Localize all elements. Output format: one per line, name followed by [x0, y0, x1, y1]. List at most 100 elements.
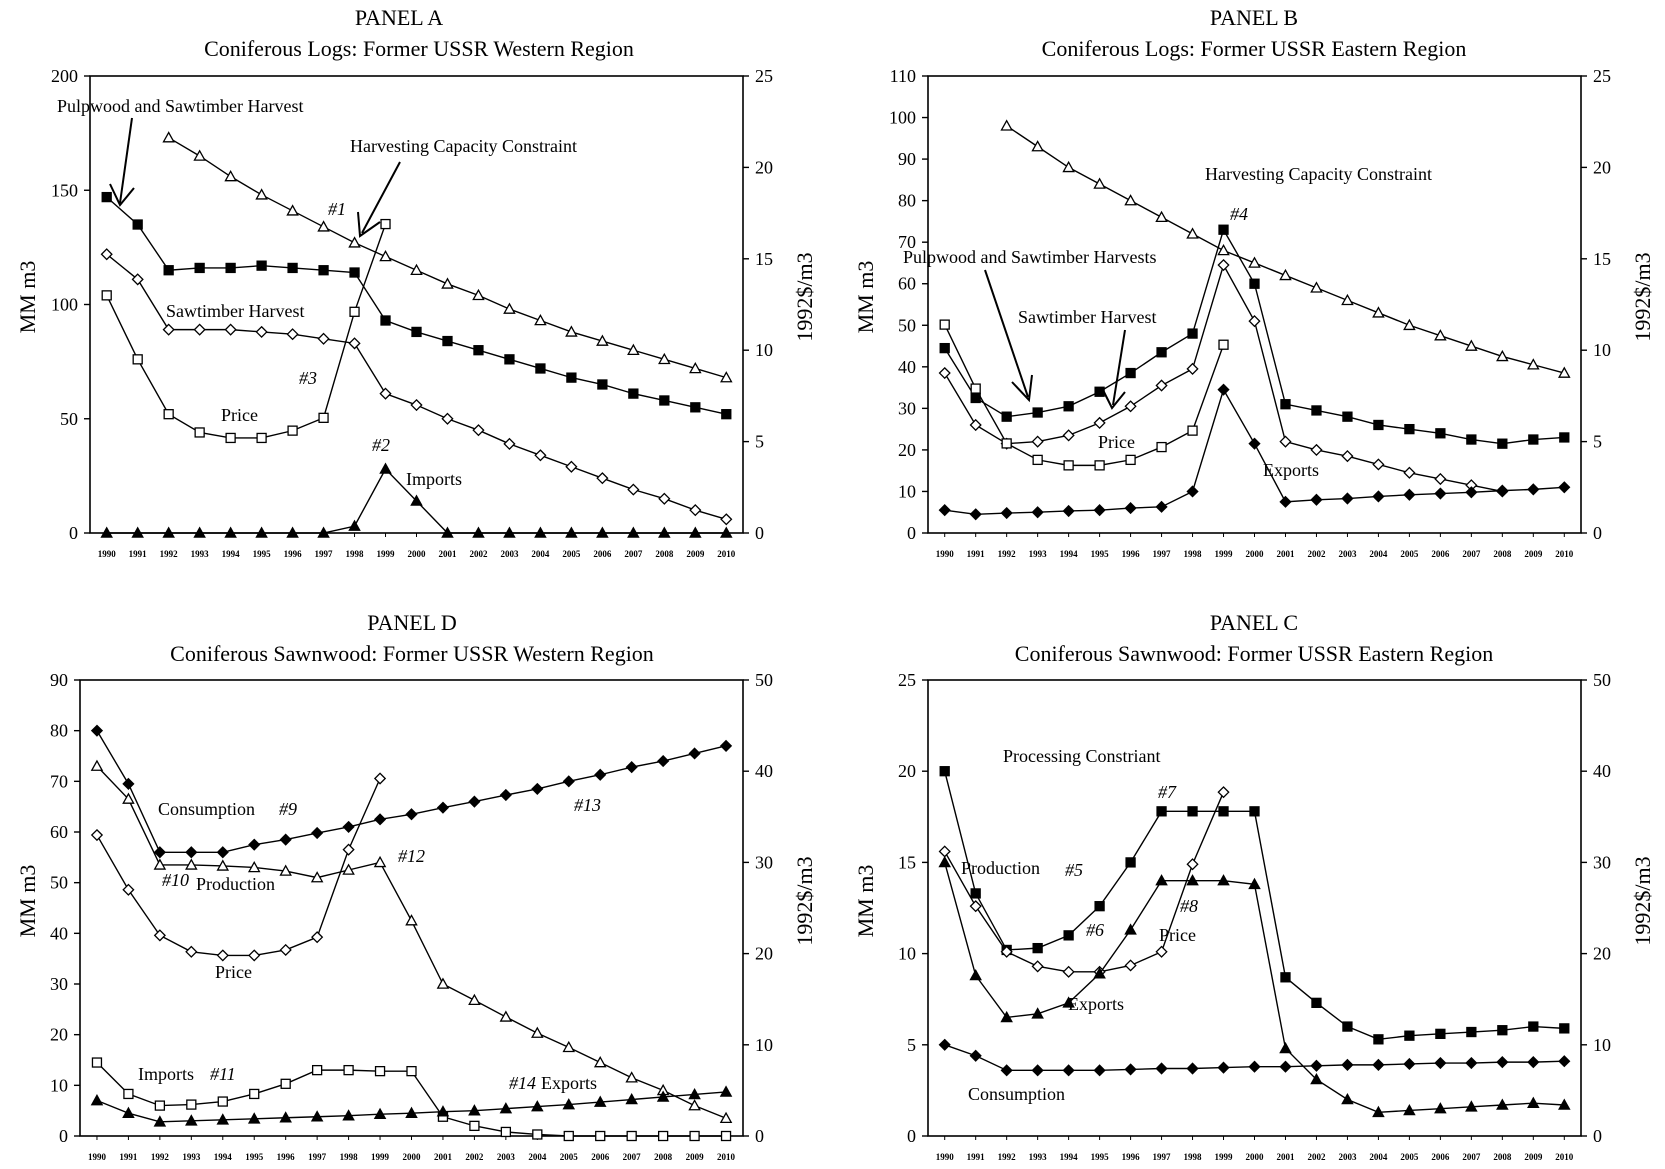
data-point — [1558, 481, 1571, 494]
data-point — [1094, 901, 1105, 912]
data-point — [970, 888, 981, 899]
x-tick-label: 2004 — [1369, 549, 1388, 559]
x-tick-label: 1995 — [245, 1152, 264, 1162]
data-point — [720, 1130, 732, 1142]
data-point — [193, 323, 206, 336]
x-tick-label: 2008 — [654, 1152, 673, 1162]
annotation-consumption: Consumption — [158, 799, 255, 819]
data-point — [596, 472, 609, 485]
panel-c-y2-axis-label: 1992$/m3 — [1630, 856, 1655, 945]
data-point — [531, 1026, 544, 1038]
y2-tick-label: 10 — [755, 340, 773, 360]
data-point — [342, 1109, 355, 1121]
data-point — [100, 248, 113, 261]
data-point — [472, 526, 485, 538]
data-point — [1372, 306, 1385, 318]
x-tick-label: 1990 — [98, 549, 117, 559]
x-tick-label: 1992 — [160, 549, 179, 559]
y-tick-label: 0 — [69, 523, 78, 543]
series-0 — [1000, 119, 1571, 378]
data-point — [1558, 366, 1571, 378]
x-tick-label: 2002 — [1307, 1152, 1326, 1162]
data-point — [186, 1099, 197, 1110]
panel-b: PANEL B Coniferous Logs: Former USSR Eas… — [853, 5, 1655, 559]
data-point — [441, 526, 454, 538]
y2-tick-label: 15 — [755, 249, 773, 269]
panel-d-plot-area: 0 10 20 30 40 50 60 70 80 90 0 10 20 30 40 50 1990 1991 19… — [50, 670, 773, 1162]
data-point — [1124, 194, 1137, 206]
data-point — [154, 1100, 166, 1111]
data-point — [153, 858, 167, 870]
data-point — [563, 1130, 574, 1142]
series-line — [944, 263, 1503, 493]
data-point — [625, 761, 638, 774]
series-line — [944, 324, 1225, 467]
y-tick-label: 50 — [50, 873, 68, 893]
data-point — [1062, 504, 1075, 518]
data-point — [689, 504, 702, 517]
data-point — [216, 949, 229, 962]
data-point — [311, 1064, 323, 1076]
series-line — [96, 730, 727, 853]
data-point — [1496, 484, 1509, 497]
x-tick-label: 1993 — [191, 549, 210, 559]
data-point — [410, 263, 423, 276]
data-point — [1031, 960, 1044, 973]
y2-tick-label: 10 — [755, 1035, 773, 1055]
x-tick-label: 1992 — [151, 1152, 170, 1162]
arrow-capacity — [357, 161, 401, 238]
data-point — [1372, 458, 1385, 471]
y2-tick-label: 10 — [1593, 1035, 1611, 1055]
y2-tick-label: 40 — [1593, 761, 1611, 781]
y-tick-label: 80 — [50, 721, 68, 741]
x-tick-label: 1998 — [1184, 549, 1203, 559]
data-point — [1248, 1060, 1261, 1073]
data-point — [1404, 1030, 1415, 1041]
panel-a-y2-axis-label: 1992$/m3 — [792, 252, 817, 341]
data-point — [532, 1129, 543, 1140]
x-tick-label: 1993 — [1029, 1152, 1048, 1162]
data-point — [1341, 450, 1354, 463]
data-point — [1434, 1102, 1447, 1114]
series-2 — [938, 258, 1509, 498]
x-tick-label: 1996 — [1122, 1152, 1141, 1162]
data-point — [596, 334, 609, 346]
x-tick-label: 1995 — [1091, 1152, 1110, 1162]
data-point — [938, 1038, 951, 1051]
x-tick-label: 2007 — [1462, 1152, 1481, 1162]
data-point — [690, 402, 701, 413]
panel-a-annotations: Pulpwood and Sawtimber Harvest Harvestin… — [57, 96, 577, 489]
data-point — [939, 766, 950, 777]
data-point — [1279, 495, 1292, 508]
data-point — [719, 1111, 733, 1124]
annotation-production: Production — [196, 874, 275, 894]
panel-b-y2-axis-label: 1992$/m3 — [1630, 252, 1655, 341]
x-tick-label: 1997 — [308, 1152, 327, 1162]
data-point — [593, 1056, 607, 1068]
data-point — [162, 323, 175, 336]
y2-tick-label: 0 — [755, 523, 764, 543]
annotation-price: Price — [1098, 432, 1135, 452]
data-point — [939, 319, 950, 330]
data-point — [1000, 945, 1013, 958]
data-point — [194, 427, 205, 438]
data-point — [504, 354, 515, 365]
data-point — [441, 277, 454, 289]
y2-tick-label: 0 — [1593, 523, 1602, 543]
y-tick-label: 20 — [898, 761, 916, 781]
data-point — [405, 1106, 418, 1118]
data-point — [688, 747, 701, 760]
data-point — [1434, 1056, 1447, 1070]
y-tick-label: 100 — [889, 108, 916, 128]
x-tick-label: 1999 — [1215, 549, 1234, 559]
annotation-marker-7: #7 — [1158, 782, 1177, 802]
x-tick-label: 2006 — [1431, 1152, 1450, 1162]
data-point — [217, 1096, 228, 1107]
x-tick-label: 1996 — [277, 1152, 296, 1162]
data-point — [317, 332, 330, 345]
data-point — [1280, 972, 1291, 983]
data-point — [1403, 1057, 1416, 1071]
data-point — [1217, 383, 1230, 396]
data-point — [1156, 806, 1167, 817]
x-tick-label: 2003 — [1338, 1152, 1357, 1162]
